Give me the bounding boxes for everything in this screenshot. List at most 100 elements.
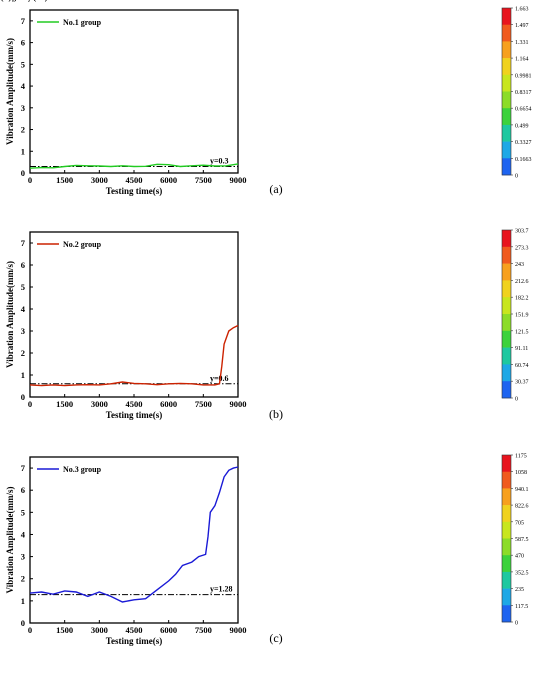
x-axis-label: Testing time(s) xyxy=(106,186,162,196)
z-axis-unit: (²HZ⁻¹) xyxy=(0,0,12,2)
colorbar-2: 303.7 273.3 243 212.6 182.2 151.9 121.5 91.11 60… xyxy=(501,229,529,403)
freq-tick-label: 0.005 xyxy=(0,0,16,2)
colorbar-tick-label: 30.37 xyxy=(515,380,529,386)
time-tick-label: 2000 xyxy=(0,0,8,2)
x-tick-label: 4500 xyxy=(126,175,143,185)
time-tick-label: 6000 xyxy=(0,0,8,2)
colorbar-segment xyxy=(502,158,511,176)
x-tick-label: 9000 xyxy=(230,399,247,409)
colorbar-segment xyxy=(502,314,511,332)
time-tick-label: 8000 xyxy=(0,0,8,2)
freq-tick-label: 0 xyxy=(0,0,4,2)
x-tick-label: 6000 xyxy=(160,399,177,409)
y-tick-label: 5 xyxy=(21,507,25,517)
x-tick-label: 1500 xyxy=(56,175,73,185)
colorbar-segment xyxy=(502,471,511,489)
colorbar-tick-label: 117.5 xyxy=(515,604,528,610)
x-tick-label: 7500 xyxy=(195,625,212,635)
y-tick-label: 2 xyxy=(21,348,25,358)
colorbar-tick-label: 303.7 xyxy=(515,229,529,235)
y-tick-label: 4 xyxy=(21,81,26,91)
threshold-label: y=1.28 xyxy=(210,585,233,594)
legend-label: No.2 group xyxy=(63,240,102,249)
colorbar-segment xyxy=(502,330,511,348)
colorbar-tick-label: 940.1 xyxy=(515,487,529,493)
y-tick-label: 4 xyxy=(21,304,26,314)
x-axis-label: Testing time(s) xyxy=(106,636,162,646)
freq-tick-label: 0.004 xyxy=(0,0,16,2)
time-axis-label: Time (Sec) xyxy=(0,0,17,2)
x-tick-label: 0 xyxy=(28,625,32,635)
z-axis-label: RMS Power xyxy=(0,0,19,2)
x-tick-label: 6000 xyxy=(160,625,177,635)
colorbar-segment xyxy=(502,8,511,25)
colorbar-segment xyxy=(502,141,511,159)
legend-label: No.1 group xyxy=(63,18,102,27)
time-tick-label: 2000 xyxy=(0,0,8,2)
freq-tick-label: 0.006 xyxy=(0,0,16,2)
colorbar-segment xyxy=(502,280,511,298)
colorbar-segment xyxy=(502,58,511,76)
freq-axis-label: Frequency (Hz) xyxy=(0,0,48,2)
colorbar-segment xyxy=(502,381,511,399)
colorbar-segment xyxy=(502,263,511,281)
colorbar-segment xyxy=(502,74,511,92)
colorbar-3: 1175 1058 940.1 822.6 705 587.5 470 352.5 235 117… xyxy=(501,454,529,627)
x-tick-label: 7500 xyxy=(195,399,212,409)
x-tick-label: 9000 xyxy=(230,625,247,635)
y-tick-label: 6 xyxy=(21,260,25,270)
series-line xyxy=(29,163,239,169)
colorbar-segment xyxy=(502,246,511,264)
time-tick-label: 10000 xyxy=(0,0,9,2)
threshold-label: y=0.3 xyxy=(210,156,229,165)
colorbar-tick-label: 0.3327 xyxy=(515,140,532,146)
surface-chart-2: 300250200150100500RMS Power(²HZ⁻¹)200040… xyxy=(0,0,48,2)
colorbar-segment xyxy=(502,605,511,623)
panel-caption: (c) xyxy=(269,631,282,645)
time-tick-label: 2000 xyxy=(0,0,8,2)
x-tick-label: 4500 xyxy=(126,399,143,409)
panel-caption: (b) xyxy=(269,407,283,421)
time-tick-label: 10000 xyxy=(0,0,9,2)
colorbar-tick-label: 0.499 xyxy=(515,123,529,129)
x-tick-label: 1500 xyxy=(56,625,73,635)
time-tick-label: 4000 xyxy=(0,0,8,2)
freq-tick-label: 0.01 xyxy=(0,0,13,2)
colorbar-tick-label: 235 xyxy=(515,587,524,593)
colorbar-tick-label: 0 xyxy=(515,174,518,180)
colorbar-tick-label: 705 xyxy=(515,520,524,526)
y-tick-label: 6 xyxy=(21,38,25,48)
x-tick-label: 0 xyxy=(28,399,32,409)
colorbar-tick-label: 212.6 xyxy=(515,279,529,285)
x-tick-label: 3000 xyxy=(91,399,108,409)
freq-tick-label: 0.015 xyxy=(0,0,16,2)
z-axis-unit: (²HZ⁻¹) xyxy=(0,0,12,2)
x-tick-label: 3000 xyxy=(91,175,108,185)
y-tick-label: 0 xyxy=(21,618,25,628)
y-axis-label: Vibration Amplitude(mm/s) xyxy=(5,487,15,594)
time-axis-label: Time (Sec) xyxy=(0,0,17,2)
x-tick-label: 1500 xyxy=(56,399,73,409)
colorbar-segment xyxy=(502,505,511,523)
freq-tick-label: 0.005 xyxy=(0,0,16,2)
panel-caption: (a) xyxy=(269,182,282,196)
colorbar-segment xyxy=(502,41,511,59)
line-chart-3: 0 1500 3000 4500 6000 7500 9000 0 1 2 3 4 5 6 7 Testing… xyxy=(5,456,247,646)
y-tick-label: 2 xyxy=(21,125,25,135)
x-tick-label: 6000 xyxy=(160,175,177,185)
plot-frame xyxy=(29,9,239,174)
colorbar-tick-label: 91.11 xyxy=(515,346,528,352)
colorbar-segment xyxy=(502,521,511,539)
colorbar-tick-label: 243 xyxy=(515,262,524,268)
time-tick-label: 6000 xyxy=(0,0,8,2)
colorbar-segment xyxy=(502,108,511,126)
y-tick-label: 5 xyxy=(21,59,25,69)
x-tick-label: 0 xyxy=(28,175,32,185)
y-tick-label: 7 xyxy=(21,238,26,248)
y-axis-label: Vibration Amplitude(mm/s) xyxy=(5,38,15,145)
plot-frame xyxy=(29,456,239,624)
freq-axis-label: Frequency (Hz) xyxy=(0,0,48,2)
surface-chart-1: 1.51.2510.750.50.250RMS Power(²HZ⁻¹)2000… xyxy=(0,0,48,2)
colorbar-segment xyxy=(502,455,511,472)
